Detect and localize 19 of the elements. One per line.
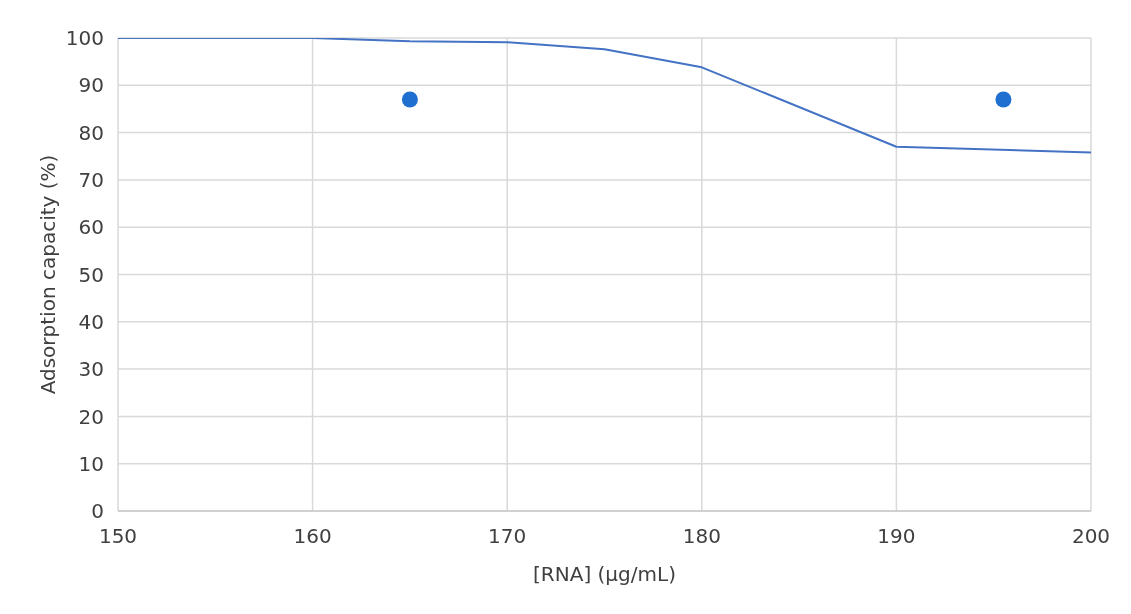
y-tick-label: 30 bbox=[78, 357, 104, 382]
x-tick-label: 170 bbox=[488, 524, 527, 549]
y-axis-title: Adsorption capacity (%) bbox=[36, 154, 61, 395]
x-axis-title: [RNA] (µg/mL) bbox=[533, 562, 676, 586]
y-tick-label: 50 bbox=[78, 262, 104, 287]
y-tick-label: 80 bbox=[78, 120, 104, 145]
y-tick-label: 100 bbox=[65, 26, 104, 51]
y-tick-label: 40 bbox=[78, 309, 104, 334]
x-tick-label: 200 bbox=[1071, 524, 1111, 549]
y-tick-label: 70 bbox=[78, 168, 104, 192]
x-tick-label: 160 bbox=[293, 524, 332, 549]
y-tick-label: 20 bbox=[78, 404, 104, 429]
y-tick-label: 10 bbox=[78, 451, 104, 476]
y-tick-label: 0 bbox=[91, 499, 104, 524]
y-tick-label: 60 bbox=[78, 215, 104, 240]
y-tick-label: 90 bbox=[78, 73, 104, 98]
x-tick-label: 190 bbox=[877, 524, 916, 549]
x-tick-label: 150 bbox=[98, 524, 138, 549]
x-tick-label: 180 bbox=[682, 524, 721, 549]
